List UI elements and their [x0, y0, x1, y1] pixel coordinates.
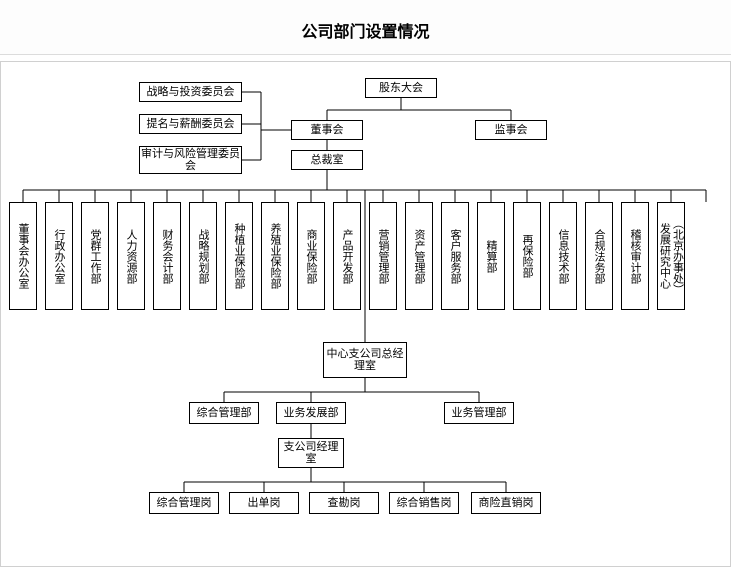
node-shareholders: 股东大会: [365, 78, 437, 98]
lbl: 商险直销岗: [479, 497, 534, 509]
node-post-0: 综合管理岗: [149, 492, 219, 514]
lbl: 综合管理部: [197, 407, 252, 419]
node-dept-7: 养殖业保险部: [261, 202, 289, 310]
node-post-1: 出单岗: [229, 492, 299, 514]
node-dept-16: 合规法务部: [585, 202, 613, 310]
node-post-4: 商险直销岗: [471, 492, 541, 514]
node-dept-0: 董事会办公室: [9, 202, 37, 310]
org-chart: 股东大会 董事会 监事会 总裁室 战略与投资委员会 提名与薪酬委员会 审计与风险…: [0, 61, 731, 567]
node-committee-1: 提名与薪酬委员会: [139, 114, 242, 134]
lbl: 董事会: [311, 124, 344, 136]
title-text: 公司部门设置情况: [301, 24, 429, 41]
lbl: 审计与风险管理委员会: [141, 148, 240, 172]
lbl: 查勘岗: [328, 497, 361, 509]
node-dept-8: 商业保险部: [297, 202, 325, 310]
node-dept-17: 稽核审计部: [621, 202, 649, 310]
node-dept-3: 人力资源部: [117, 202, 145, 310]
node-post-3: 综合销售岗: [389, 492, 459, 514]
lbl: 监事会: [495, 124, 528, 136]
node-dept-2: 党群工作部: [81, 202, 109, 310]
node-dept-19: ︵北京办事处︶: [671, 202, 685, 310]
node-post-2: 查勘岗: [309, 492, 379, 514]
lbl: 综合管理岗: [157, 497, 212, 509]
page-title: 公司部门设置情况: [0, 0, 731, 55]
lbl: 出单岗: [248, 497, 281, 509]
node-dept-12: 客户服务部: [441, 202, 469, 310]
lbl: 中心支公司总经理室: [325, 348, 405, 372]
lbl: 支公司经理室: [280, 441, 342, 465]
node-dept-10: 营销管理部: [369, 202, 397, 310]
lbl: 综合销售岗: [397, 497, 452, 509]
node-center-dept-1: 业务发展部: [276, 402, 346, 424]
node-center-dept-2: 业务管理部: [444, 402, 514, 424]
node-dept-11: 资产管理部: [405, 202, 433, 310]
node-sub-mgr: 支公司经理室: [278, 438, 344, 468]
node-dept-13: 精算部: [477, 202, 505, 310]
node-center-mgr: 中心支公司总经理室: [323, 342, 407, 378]
lbl: 战略与投资委员会: [147, 86, 235, 98]
node-committee-2: 审计与风险管理委员会: [139, 146, 242, 174]
node-dept-6: 种植业保险部: [225, 202, 253, 310]
lbl: 业务发展部: [284, 407, 339, 419]
node-dept-15: 信息技术部: [549, 202, 577, 310]
lbl: 股东大会: [379, 82, 423, 94]
node-board: 董事会: [291, 120, 363, 140]
node-dept-1: 行政办公室: [45, 202, 73, 310]
node-dept-4: 财务会计部: [153, 202, 181, 310]
node-committee-0: 战略与投资委员会: [139, 82, 242, 102]
lbl: 总裁室: [311, 154, 344, 166]
lbl: 业务管理部: [452, 407, 507, 419]
node-dept-14: 再保险部: [513, 202, 541, 310]
node-president: 总裁室: [291, 150, 363, 170]
node-supervisory: 监事会: [475, 120, 547, 140]
node-dept-9: 产品开发部: [333, 202, 361, 310]
lbl: 提名与薪酬委员会: [147, 118, 235, 130]
node-dept-5: 战略规划部: [189, 202, 217, 310]
node-center-dept-0: 综合管理部: [189, 402, 259, 424]
